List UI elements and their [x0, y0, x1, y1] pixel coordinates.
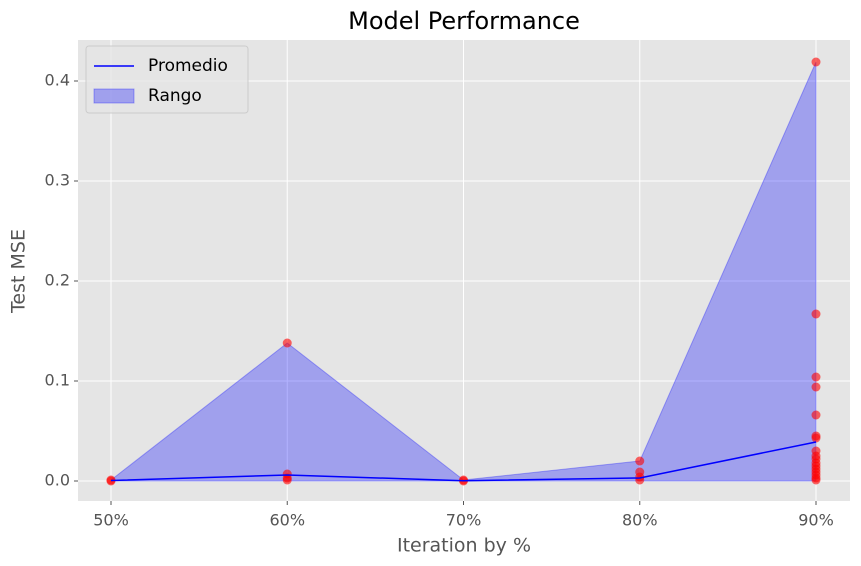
data-point [282, 475, 292, 485]
legend-label: Rango [148, 86, 202, 106]
data-point [635, 456, 645, 466]
data-point [811, 309, 821, 319]
x-tick-label: 90% [798, 511, 834, 530]
x-axis-label: Iteration by % [397, 535, 531, 557]
data-point [106, 476, 116, 486]
mean-line [110, 441, 817, 482]
y-tick-label: 0.4 [45, 71, 70, 90]
y-tick-label: 0.1 [45, 371, 70, 390]
data-point [811, 433, 821, 443]
data-point [811, 382, 821, 392]
y-tick-label: 0.2 [45, 271, 70, 290]
data-point [811, 410, 821, 420]
data-point [811, 475, 821, 485]
x-tick-label: 70% [446, 511, 482, 530]
data-point [811, 57, 821, 67]
data-point [282, 338, 292, 348]
x-tick-label: 60% [269, 511, 305, 530]
y-tick-label: 0.0 [45, 471, 70, 490]
x-tick-label: 50% [93, 511, 129, 530]
x-tick-label: 80% [622, 511, 658, 530]
legend-label: Promedio [148, 56, 228, 76]
chart-title: Model Performance [348, 7, 580, 35]
y-tick-label: 0.3 [45, 171, 70, 190]
legend-patch [93, 88, 135, 104]
legend-box [85, 45, 249, 114]
y-axis-label: Test MSE [8, 229, 30, 314]
data-point [811, 372, 821, 382]
